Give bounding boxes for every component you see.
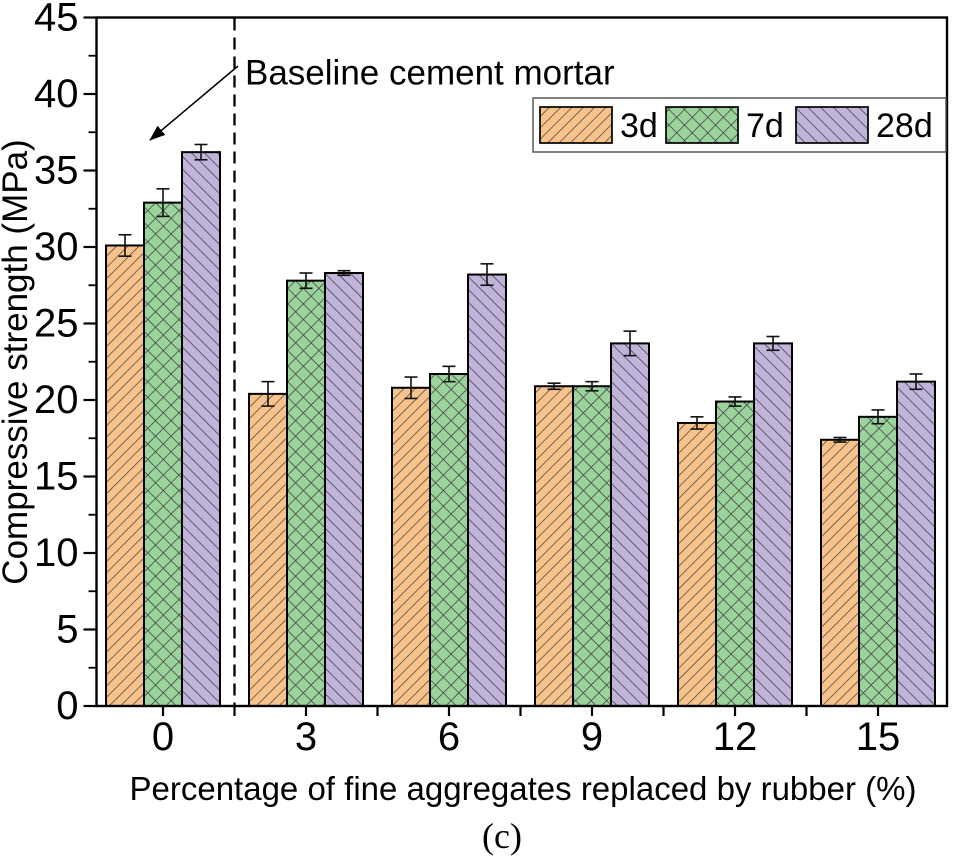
error-bar-7d-6pct [442,365,456,383]
bar-7d-9pct [572,385,612,707]
bar-28d-15pct [896,380,936,707]
y-axis-title: Compressive strength (MPa) [0,139,35,584]
bar-3d-3pct [248,392,288,707]
legend-label-7d: 7d [746,107,784,145]
error-bar-7d-12pct [728,396,742,407]
bar-3d-12pct [677,421,717,707]
x-tick-label-3: 3 [295,715,317,759]
x-tick-label-9: 9 [581,715,603,759]
bar-7d-3pct [286,279,326,707]
annotation-baseline-text: Baseline cement mortar [245,54,615,93]
x-tick-label-0: 0 [152,715,174,759]
bar-3d-9pct [534,385,574,707]
error-bar-28d-3pct [337,269,351,277]
error-bar-3d-3pct [261,380,275,407]
bar-28d-12pct [753,342,793,707]
y-tick-label-45: 45 [34,0,79,40]
x-tick-label-15: 15 [856,715,901,759]
y-tick-label-5: 5 [56,608,78,652]
legend-label-3d: 3d [620,107,658,145]
error-bar-3d-12pct [690,416,704,430]
y-tick-label-10: 10 [34,531,79,575]
bar-28d-9pct [610,342,650,707]
annotation-arrow [149,65,239,141]
x-axis-title: Percentage of fine aggregates replaced b… [130,770,917,807]
y-tick-label-0: 0 [56,684,78,728]
error-bar-7d-0pct [156,188,170,218]
error-bar-3d-6pct [404,376,418,400]
error-bar-28d-9pct [623,330,637,357]
bar-28d-3pct [324,272,364,707]
legend: 3d 7d 28d [532,97,947,153]
y-tick-label-15: 15 [34,455,79,499]
bar-28d-0pct [181,151,221,707]
y-tick-label-25: 25 [34,302,79,346]
y-tick-label-35: 35 [34,149,79,193]
error-bar-28d-6pct [480,263,494,287]
bar-28d-6pct [467,273,507,707]
error-bar-7d-9pct [585,380,599,392]
error-bar-7d-15pct [871,409,885,425]
error-bar-28d-15pct [909,373,923,391]
figure-caption: (c) [482,816,522,856]
y-tick-label-40: 40 [34,72,79,116]
error-bar-28d-12pct [766,335,780,352]
error-bar-3d-15pct [833,436,847,443]
error-bar-7d-3pct [299,272,313,290]
bar-3d-0pct [105,244,145,707]
bars-layer [105,143,936,707]
bar-3d-15pct [820,438,860,707]
y-tick-label-20: 20 [34,378,79,422]
ticks-layer: 0 5 10 15 20 25 30 35 40 45 0 3 6 9 12 15 [34,0,900,759]
error-bar-3d-9pct [547,382,561,391]
bar-7d-0pct [143,201,183,707]
legend-swatch-3d [539,106,613,144]
error-bar-28d-0pct [194,143,208,161]
y-tick-label-30: 30 [34,225,79,269]
legend-swatch-28d [795,106,869,144]
bar-7d-15pct [858,415,898,707]
x-tick-label-6: 6 [438,715,460,759]
bar-3d-6pct [391,386,431,707]
x-tick-label-12: 12 [713,715,758,759]
legend-label-28d: 28d [876,107,933,145]
legend-swatch-7d [665,106,739,144]
error-bar-3d-0pct [118,233,132,257]
bar-7d-6pct [429,372,469,707]
bar-7d-12pct [715,400,755,707]
